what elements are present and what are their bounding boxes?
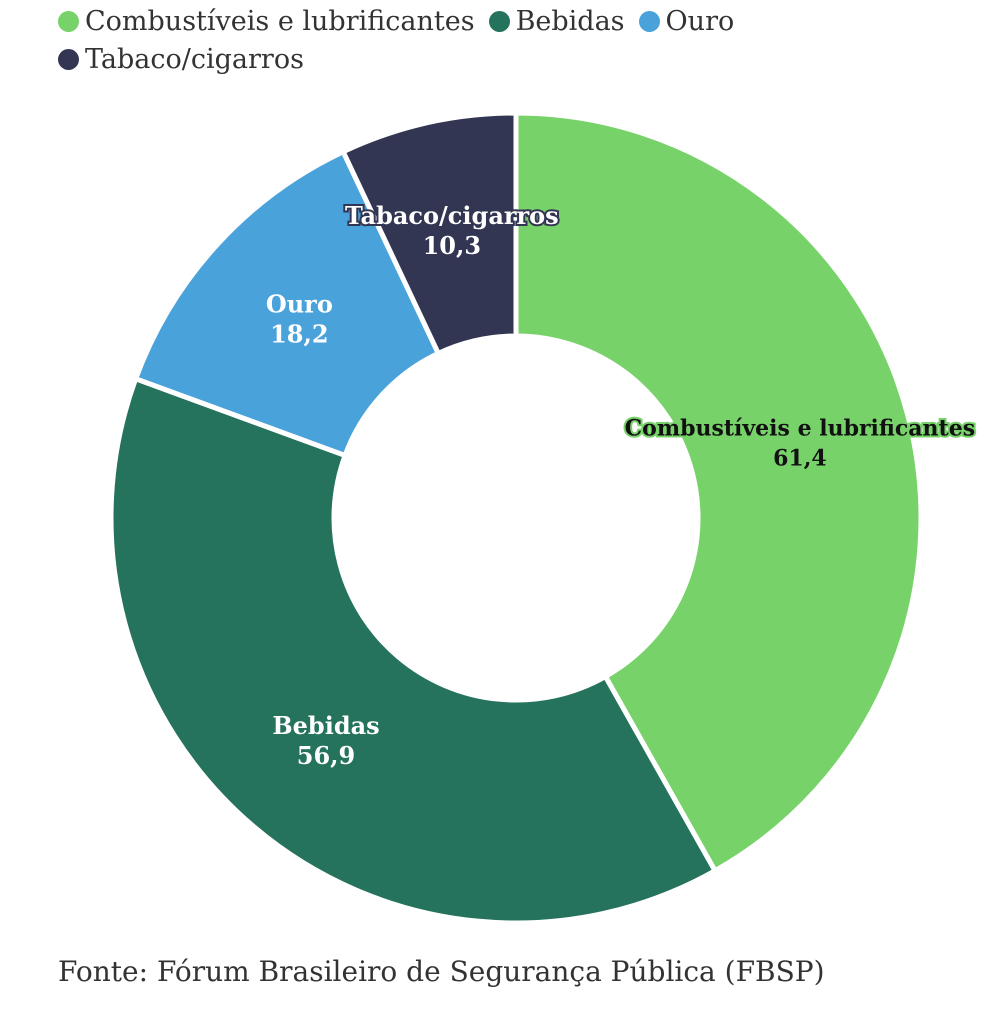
slice-value-label-ouro: 18,2	[270, 319, 328, 348]
slice-ouro[interactable]	[133, 149, 441, 458]
slice-combustiveis[interactable]	[513, 110, 924, 874]
legend-label-combustiveis: Combustíveis e lubrificantes	[85, 5, 475, 37]
legend-item-tabaco[interactable]: Tabaco/cigarros	[58, 44, 304, 75]
legend-swatch-tabaco	[58, 48, 79, 70]
slice-category-label-tabaco: Tabaco/cigarros	[345, 201, 559, 230]
slice-label-combustiveis: Combustíveis e lubrificantes 61,4	[623, 413, 977, 473]
legend-row-2: Tabaco/cigarros	[58, 40, 958, 78]
legend-label-tabaco: Tabaco/cigarros	[85, 43, 304, 75]
legend-item-ouro[interactable]: Ouro	[638, 5, 735, 37]
slice-category-label-ouro: Ouro	[266, 289, 333, 318]
slice-value-label-combustiveis: 61,4	[773, 445, 827, 471]
legend-swatch-combustiveis	[58, 10, 79, 32]
legend-row-1: Combustíveis e lubrificantes Bebidas Our…	[58, 2, 958, 40]
slice-category-label-bebidas: Bebidas	[272, 711, 379, 740]
slice-bebidas[interactable]	[108, 376, 718, 926]
legend-swatch-ouro	[638, 10, 660, 32]
legend-label-bebidas: Bebidas	[515, 5, 625, 37]
slice-tabaco[interactable]	[340, 110, 519, 356]
legend-swatch-bebidas	[488, 10, 510, 32]
donut-chart: Combustíveis e lubrificantes 61,4 Bebidas5…	[108, 110, 977, 926]
slice-category-label-combustiveis: Combustíveis e lubrificantes	[625, 415, 975, 441]
slice-value-label-tabaco: 10,3	[423, 231, 481, 260]
legend-item-combustiveis[interactable]: Combustíveis e lubrificantes	[58, 6, 475, 37]
slice-value-label-bebidas: 56,9	[297, 741, 355, 770]
legend: Combustíveis e lubrificantes Bebidas Our…	[58, 2, 958, 78]
legend-item-bebidas[interactable]: Bebidas	[488, 5, 625, 37]
source-note: Fonte: Fórum Brasileiro de Segurança Púb…	[58, 955, 825, 988]
legend-label-ouro: Ouro	[665, 5, 735, 37]
